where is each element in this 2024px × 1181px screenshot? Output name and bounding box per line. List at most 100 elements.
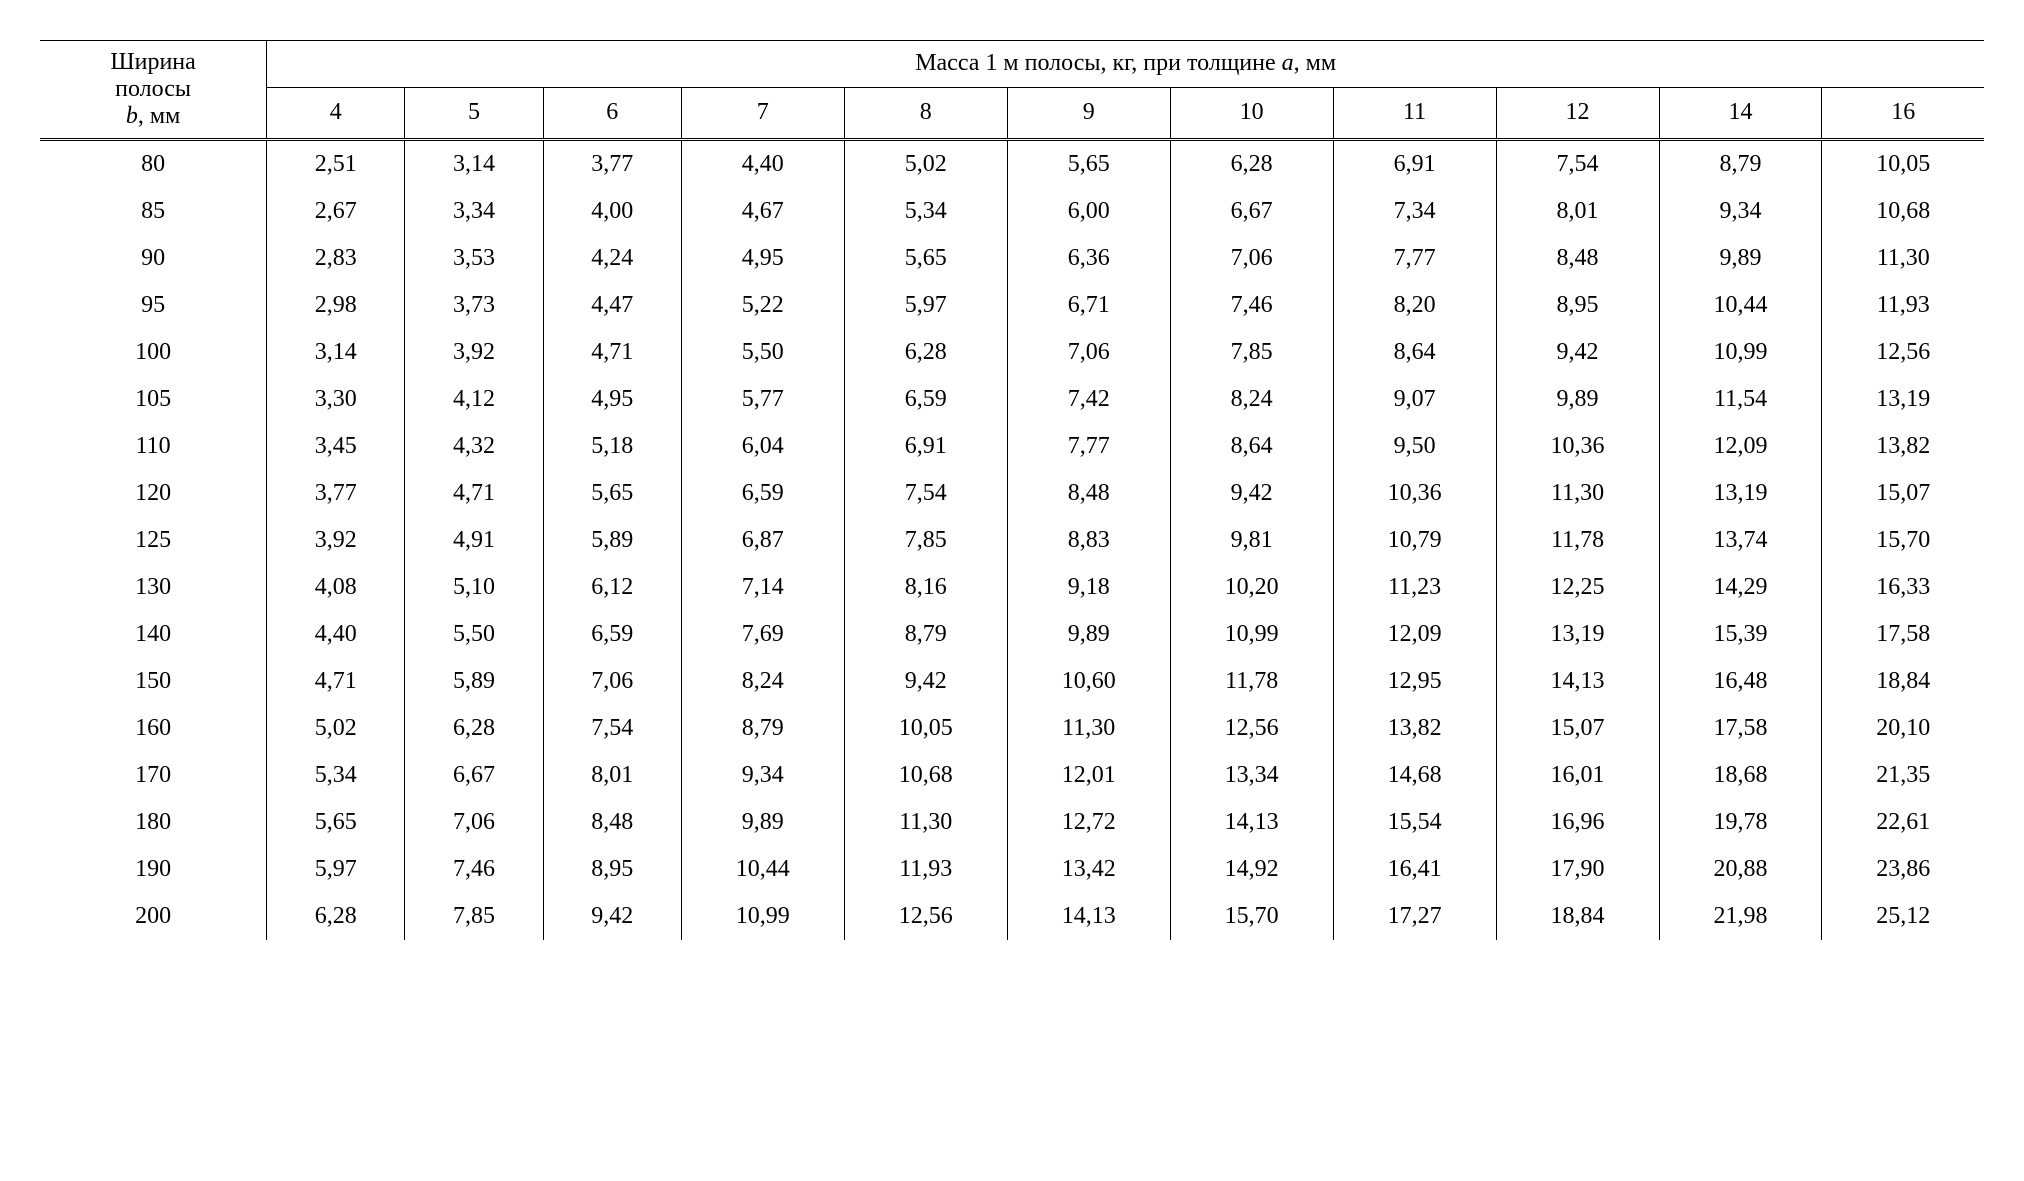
mass-cell: 7,85 <box>844 517 1007 564</box>
mass-cell: 2,67 <box>267 188 405 235</box>
mass-cell: 22,61 <box>1822 799 1984 846</box>
mass-cell: 6,00 <box>1007 188 1170 235</box>
mass-cell: 6,28 <box>267 893 405 940</box>
thickness-column-header: 6 <box>543 87 681 139</box>
mass-cell: 8,64 <box>1333 329 1496 376</box>
mass-cell: 9,89 <box>1659 235 1822 282</box>
table-row: 1253,924,915,896,877,858,839,8110,7911,7… <box>40 517 1984 564</box>
thickness-column-header: 11 <box>1333 87 1496 139</box>
mass-cell: 9,50 <box>1333 423 1496 470</box>
mass-cell: 5,65 <box>1007 140 1170 189</box>
mass-cell: 14,13 <box>1496 658 1659 705</box>
mass-cell: 9,18 <box>1007 564 1170 611</box>
width-cell: 160 <box>40 705 267 752</box>
mass-cell: 17,90 <box>1496 846 1659 893</box>
mass-cell: 12,95 <box>1333 658 1496 705</box>
mass-cell: 12,09 <box>1659 423 1822 470</box>
width-cell: 200 <box>40 893 267 940</box>
table-row: 1705,346,678,019,3410,6812,0113,3414,681… <box>40 752 1984 799</box>
mass-cell: 4,32 <box>405 423 543 470</box>
mass-cell: 5,50 <box>405 611 543 658</box>
mass-cell: 6,59 <box>681 470 844 517</box>
mass-cell: 3,77 <box>543 140 681 189</box>
mass-cell: 13,19 <box>1496 611 1659 658</box>
mass-cell: 5,97 <box>267 846 405 893</box>
mass-cell: 9,42 <box>1170 470 1333 517</box>
mass-cell: 6,87 <box>681 517 844 564</box>
mass-cell: 7,46 <box>405 846 543 893</box>
mass-cell: 11,93 <box>1822 282 1984 329</box>
mass-cell: 5,22 <box>681 282 844 329</box>
mass-cell: 7,77 <box>1333 235 1496 282</box>
mass-cell: 4,08 <box>267 564 405 611</box>
mass-cell: 7,69 <box>681 611 844 658</box>
mass-cell: 6,36 <box>1007 235 1170 282</box>
mass-cell: 16,96 <box>1496 799 1659 846</box>
mass-cell: 12,56 <box>1822 329 1984 376</box>
table-row: 1805,657,068,489,8911,3012,7214,1315,541… <box>40 799 1984 846</box>
mass-cell: 6,04 <box>681 423 844 470</box>
mass-cell: 13,34 <box>1170 752 1333 799</box>
row-label-var: b <box>126 103 138 129</box>
table-row: 1053,304,124,955,776,597,428,249,079,891… <box>40 376 1984 423</box>
mass-cell: 15,07 <box>1822 470 1984 517</box>
mass-cell: 23,86 <box>1822 846 1984 893</box>
mass-cell: 4,40 <box>681 140 844 189</box>
thickness-column-header: 4 <box>267 87 405 139</box>
mass-cell: 4,95 <box>681 235 844 282</box>
mass-cell: 15,54 <box>1333 799 1496 846</box>
mass-cell: 4,71 <box>543 329 681 376</box>
width-cell: 120 <box>40 470 267 517</box>
mass-cell: 8,79 <box>1659 140 1822 189</box>
mass-cell: 3,92 <box>267 517 405 564</box>
thickness-column-header: 16 <box>1822 87 1984 139</box>
mass-cell: 11,30 <box>1822 235 1984 282</box>
table-row: 1504,715,897,068,249,4210,6011,7812,9514… <box>40 658 1984 705</box>
row-label-line2: полосы <box>115 76 191 102</box>
mass-cell: 4,71 <box>405 470 543 517</box>
row-label-unit: , мм <box>138 103 180 129</box>
mass-cell: 17,27 <box>1333 893 1496 940</box>
mass-cell: 6,28 <box>405 705 543 752</box>
mass-cell: 13,82 <box>1333 705 1496 752</box>
mass-cell: 5,77 <box>681 376 844 423</box>
mass-cell: 16,41 <box>1333 846 1496 893</box>
mass-cell: 2,83 <box>267 235 405 282</box>
spanning-header-prefix: Масса 1 м полосы, кг, при толщине <box>915 50 1281 76</box>
mass-cell: 18,84 <box>1496 893 1659 940</box>
mass-cell: 7,77 <box>1007 423 1170 470</box>
spanning-header-var: a <box>1282 50 1294 76</box>
table-row: 1203,774,715,656,597,548,489,4210,3611,3… <box>40 470 1984 517</box>
mass-cell: 5,97 <box>844 282 1007 329</box>
mass-cell: 8,48 <box>543 799 681 846</box>
mass-cell: 11,30 <box>1007 705 1170 752</box>
mass-cell: 7,06 <box>1170 235 1333 282</box>
mass-cell: 8,24 <box>1170 376 1333 423</box>
mass-cell: 14,68 <box>1333 752 1496 799</box>
mass-cell: 12,56 <box>844 893 1007 940</box>
mass-cell: 18,68 <box>1659 752 1822 799</box>
mass-cell: 6,67 <box>405 752 543 799</box>
mass-cell: 8,95 <box>1496 282 1659 329</box>
mass-cell: 10,99 <box>681 893 844 940</box>
mass-cell: 11,78 <box>1170 658 1333 705</box>
mass-cell: 8,01 <box>1496 188 1659 235</box>
table-header: Ширина полосы b, мм Масса 1 м полосы, кг… <box>40 41 1984 140</box>
mass-cell: 4,24 <box>543 235 681 282</box>
mass-cell: 9,89 <box>1007 611 1170 658</box>
mass-cell: 7,54 <box>543 705 681 752</box>
mass-cell: 6,67 <box>1170 188 1333 235</box>
mass-cell: 10,05 <box>1822 140 1984 189</box>
mass-cell: 6,91 <box>1333 140 1496 189</box>
mass-cell: 5,89 <box>405 658 543 705</box>
mass-cell: 7,46 <box>1170 282 1333 329</box>
table-row: 802,513,143,774,405,025,656,286,917,548,… <box>40 140 1984 189</box>
spanning-header-suffix: , мм <box>1294 50 1336 76</box>
mass-cell: 12,25 <box>1496 564 1659 611</box>
mass-cell: 5,10 <box>405 564 543 611</box>
mass-cell: 7,54 <box>1496 140 1659 189</box>
mass-cell: 10,44 <box>1659 282 1822 329</box>
width-cell: 90 <box>40 235 267 282</box>
width-cell: 130 <box>40 564 267 611</box>
mass-cell: 5,34 <box>844 188 1007 235</box>
